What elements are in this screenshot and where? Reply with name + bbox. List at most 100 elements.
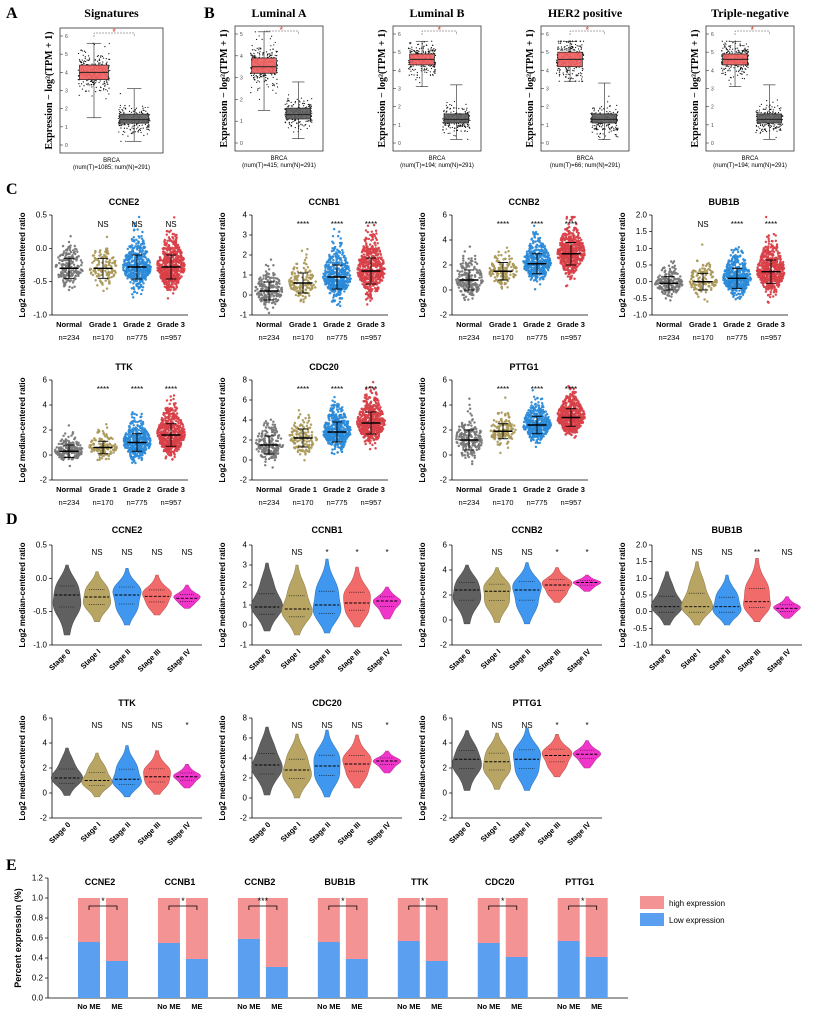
data-point	[430, 48, 432, 50]
data-point	[593, 108, 596, 110]
data-point	[369, 299, 372, 302]
data-point	[574, 43, 577, 46]
data-point	[429, 50, 431, 52]
data-point	[773, 129, 775, 131]
data-point	[432, 49, 434, 51]
data-point	[123, 107, 125, 109]
data-point	[136, 128, 138, 130]
data-point	[146, 133, 149, 135]
data-point	[89, 80, 92, 82]
data-point	[139, 111, 141, 113]
data-point	[62, 250, 66, 253]
data-point	[418, 48, 421, 50]
data-point	[126, 247, 130, 251]
data-point	[370, 248, 374, 251]
data-point	[721, 40, 723, 42]
data-point	[121, 109, 123, 111]
data-point	[96, 60, 99, 62]
data-point	[141, 124, 143, 126]
data-point	[733, 67, 735, 69]
data-point	[143, 255, 146, 259]
data-point	[416, 71, 418, 74]
data-point	[148, 126, 150, 128]
data-point	[460, 124, 462, 126]
data-point	[272, 76, 274, 78]
data-point	[416, 50, 418, 52]
y-axis-label: Expression − log²(TPM + 1)	[44, 31, 55, 149]
data-point	[100, 281, 103, 285]
data-point	[723, 68, 726, 70]
data-point	[304, 124, 306, 126]
data-point	[558, 75, 561, 77]
data-point	[757, 126, 759, 128]
data-point	[128, 124, 130, 126]
data-point	[345, 273, 349, 277]
y-tick-label: 4	[398, 68, 401, 74]
data-point	[111, 261, 114, 265]
data-point	[274, 54, 276, 56]
data-point	[82, 81, 84, 83]
data-point	[148, 129, 150, 131]
data-point	[590, 112, 592, 115]
data-point	[89, 84, 91, 86]
data-point	[305, 263, 308, 266]
data-point	[420, 65, 422, 67]
data-point	[257, 89, 259, 91]
data-point	[258, 98, 261, 100]
data-point	[566, 71, 568, 73]
data-point	[729, 70, 731, 72]
data-point	[339, 292, 342, 295]
data-point	[746, 65, 748, 67]
data-point	[747, 54, 750, 56]
data-point	[103, 80, 105, 83]
data-point	[94, 79, 96, 81]
x-tick-label: Grade 3	[157, 320, 185, 329]
data-point	[738, 71, 740, 73]
data-point	[269, 258, 273, 261]
data-point	[376, 242, 379, 245]
y-tick-label: 3	[240, 76, 243, 82]
data-point	[735, 70, 738, 72]
y-tick-label: 6	[546, 32, 549, 38]
data-point	[257, 80, 259, 82]
data-point	[72, 271, 76, 274]
data-point	[140, 250, 143, 254]
data-point	[92, 84, 94, 86]
data-point	[123, 112, 125, 115]
data-point	[178, 276, 182, 279]
data-point	[308, 125, 310, 127]
data-point	[557, 46, 559, 48]
data-point	[747, 51, 749, 53]
data-point	[78, 94, 80, 96]
data-point	[722, 68, 724, 70]
data-point	[602, 133, 604, 135]
data-point	[109, 69, 111, 72]
data-point	[130, 132, 132, 135]
data-point	[61, 264, 64, 267]
data-point	[558, 71, 561, 73]
data-point	[163, 274, 166, 277]
x-sublabel: (num(T)=194; num(N)=291)	[400, 163, 474, 169]
data-point	[301, 124, 303, 126]
y-tick-label: 5	[546, 50, 549, 56]
data-point	[104, 84, 106, 86]
data-point	[260, 47, 262, 50]
data-point	[430, 67, 433, 70]
data-point	[91, 63, 93, 65]
box-title: Signatures	[84, 6, 139, 20]
data-point	[446, 107, 448, 109]
data-point	[160, 259, 163, 262]
data-point	[332, 258, 335, 262]
data-point	[141, 288, 144, 292]
data-point	[779, 125, 781, 127]
data-point	[772, 109, 774, 111]
data-point	[567, 41, 569, 43]
data-point	[418, 43, 420, 45]
box-normal	[285, 107, 312, 120]
box-normal	[119, 113, 149, 124]
data-point	[368, 243, 372, 246]
data-point	[250, 86, 253, 89]
data-point	[119, 106, 121, 109]
data-point	[408, 60, 410, 62]
